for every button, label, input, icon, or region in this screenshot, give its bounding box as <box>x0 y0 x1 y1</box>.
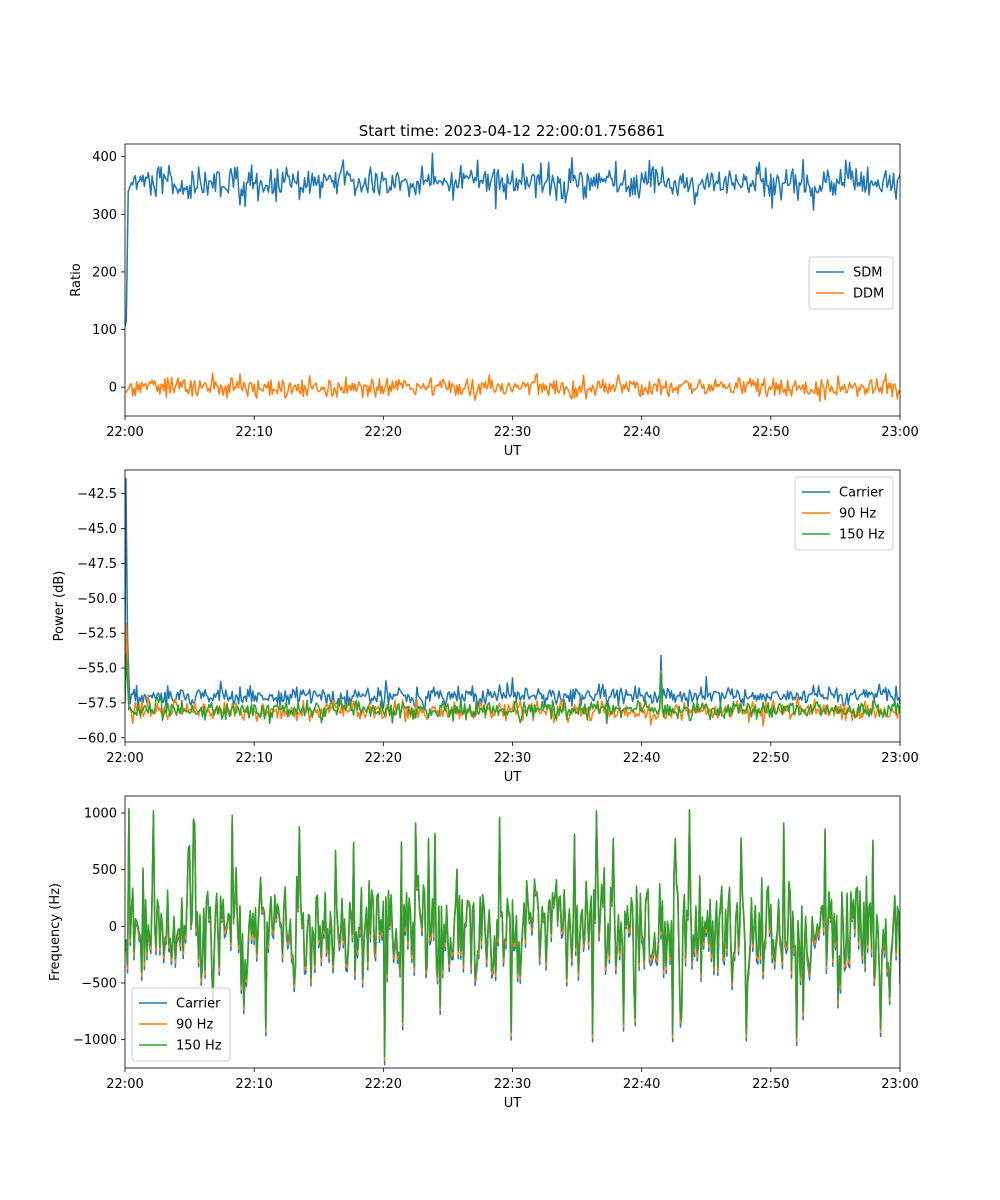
figure-title: Start time: 2023-04-12 22:00:01.756861 <box>359 122 665 140</box>
y-tick-label: −45.0 <box>77 522 117 537</box>
legend: Carrier 90 Hz 150 Hz <box>131 987 231 1062</box>
legend-label: 150 Hz <box>176 1039 222 1054</box>
legend-label: SDM <box>853 266 882 281</box>
subplot-3: 22:00 22:10 22:20 22:30 22:40 22:50 23:00 −1000… <box>48 795 919 1111</box>
x-tick-label: 23:00 <box>881 751 918 766</box>
x-tick-label: 22:40 <box>623 425 660 440</box>
x-tick-label: 22:30 <box>494 1077 531 1092</box>
x-tick-label: 23:00 <box>881 425 918 440</box>
plot-area-2 <box>125 477 900 727</box>
x-tick-label: 22:00 <box>106 1077 143 1092</box>
x-tick-label: 22:10 <box>235 1077 272 1092</box>
x-axis-label: UT <box>504 770 522 785</box>
y-tick-label: −52.5 <box>77 627 117 642</box>
y-tick-label: 200 <box>92 265 117 280</box>
series-line-sdm <box>125 152 900 327</box>
x-tick-label: 22:20 <box>365 1077 402 1092</box>
x-tick-label: 22:20 <box>365 425 402 440</box>
series-line-150-hz <box>125 653 900 725</box>
y-tick-label: 100 <box>92 323 117 338</box>
y-tick-label: 400 <box>92 150 117 165</box>
x-tick-label: 22:30 <box>494 751 531 766</box>
y-tick-label: −1000 <box>73 1033 117 1048</box>
y-tick-label: 500 <box>92 863 117 878</box>
y-tick-label: −60.0 <box>77 731 117 746</box>
legend-box <box>131 987 231 1062</box>
x-tick-label: 22:40 <box>623 1077 660 1092</box>
y-axis-label: Power (dB) <box>52 571 67 642</box>
x-tick-label: 22:00 <box>106 751 143 766</box>
series-line-ddm <box>125 372 900 403</box>
x-tick-label: 23:00 <box>881 1077 918 1092</box>
y-tick-label: 0 <box>109 920 117 935</box>
x-tick-label: 22:50 <box>752 751 789 766</box>
x-tick-label: 22:10 <box>235 425 272 440</box>
y-tick-label: −57.5 <box>77 696 117 711</box>
y-tick-label: −47.5 <box>77 557 117 572</box>
legend-label: 90 Hz <box>839 507 876 522</box>
x-axis-label: UT <box>504 444 522 459</box>
legend-label: 150 Hz <box>839 528 885 543</box>
x-tick-label: 22:30 <box>494 425 531 440</box>
legend-box <box>794 476 894 551</box>
x-tick-label: 22:50 <box>752 1077 789 1092</box>
legend-box <box>808 256 894 310</box>
y-tick-label: −500 <box>81 977 117 992</box>
series-line-150-hz <box>125 807 900 1058</box>
y-tick-label: 300 <box>92 208 117 223</box>
x-axis-label: UT <box>504 1096 522 1111</box>
series-line-carrier <box>125 477 900 711</box>
plot-area-1 <box>125 152 900 403</box>
legend-label: DDM <box>853 287 884 302</box>
x-tick-label: 22:40 <box>623 751 660 766</box>
legend: Carrier 90 Hz 150 Hz <box>794 476 894 551</box>
legend-label: Carrier <box>176 997 221 1012</box>
y-tick-label: −42.5 <box>77 487 117 502</box>
y-tick-label: −55.0 <box>77 662 117 677</box>
x-tick-label: 22:10 <box>235 751 272 766</box>
y-axis-label: Ratio <box>69 263 84 296</box>
subplot-1: 22:00 22:10 22:20 22:30 22:40 22:50 23:00 0 100 2… <box>69 143 919 459</box>
legend-label: 90 Hz <box>176 1018 213 1033</box>
legend-label: Carrier <box>839 486 884 501</box>
legend: SDM DDM <box>808 256 894 310</box>
subplot-2: 22:00 22:10 22:20 22:30 22:40 22:50 23:00 −60.0… <box>52 469 919 785</box>
y-tick-label: −50.0 <box>77 592 117 607</box>
y-axis-label: Frequency (Hz) <box>48 883 63 981</box>
subplots: 22:00 22:10 22:20 22:30 22:40 22:50 23:00 0 100 2… <box>48 143 919 1111</box>
y-tick-label: 0 <box>109 381 117 396</box>
y-tick-label: 1000 <box>84 807 117 822</box>
plot-area-3 <box>125 807 900 1066</box>
x-tick-label: 22:20 <box>365 751 402 766</box>
x-tick-label: 22:50 <box>752 425 789 440</box>
x-tick-label: 22:00 <box>106 425 143 440</box>
